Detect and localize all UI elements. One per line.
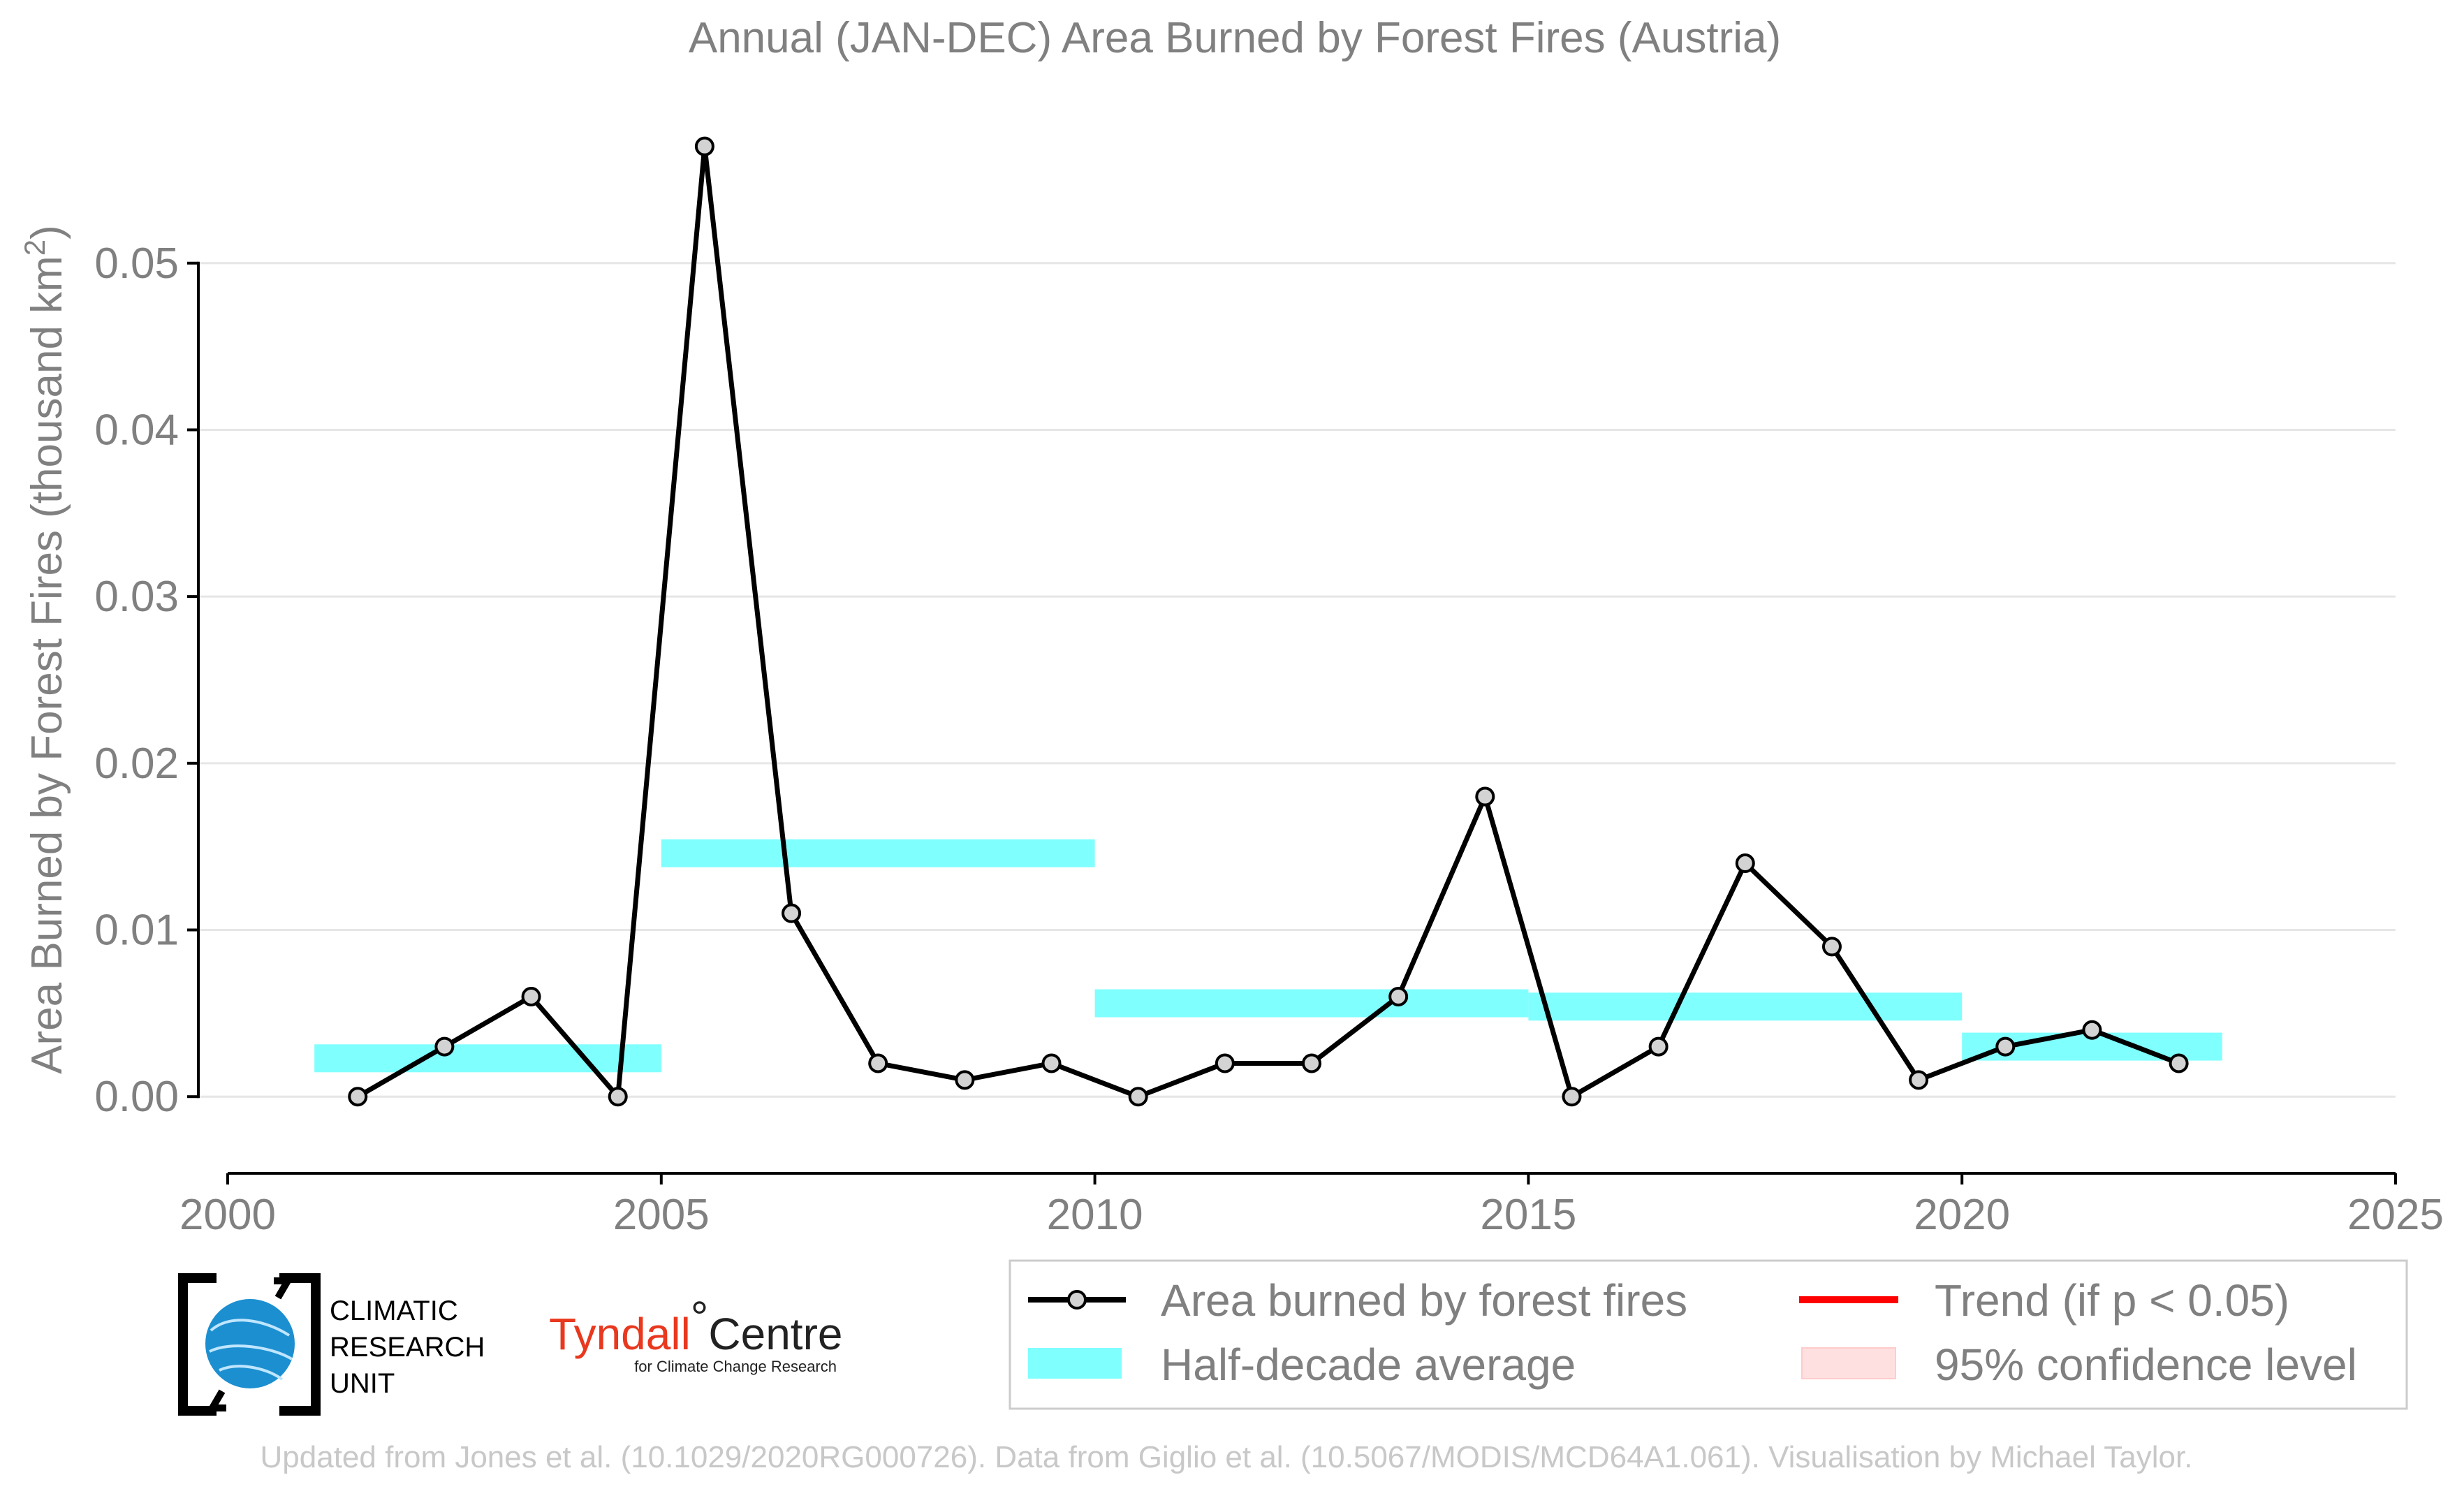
tyndall-logo: Tyndall°Centre for Climate Change Resear… [549, 1292, 842, 1375]
data-point-7 [955, 1070, 975, 1090]
data-point-19 [1995, 1036, 2016, 1057]
data-point-2 [521, 986, 541, 1006]
half-decade-bar-1 [661, 839, 1095, 867]
data-point-15 [1648, 1036, 1669, 1057]
data-point-8 [1041, 1053, 1062, 1073]
cru-logo-bracket-right [279, 1273, 321, 1416]
y-tick-label-0: 0.00 [94, 1073, 179, 1121]
legend-swatch-half-decade [1028, 1348, 1122, 1379]
data-point-16 [1735, 853, 1755, 874]
x-tick-label-3: 2015 [1480, 1191, 1576, 1239]
cru-logo-text-line-1: CLIMATIC [330, 1296, 458, 1326]
legend-label-confidence: 95% confidence level [1935, 1340, 2357, 1390]
y-axis-label-superscript: 2 [18, 240, 51, 256]
legend-label-area-burned: Area burned by forest fires [1161, 1275, 1687, 1326]
legend: Area burned by forest fires Trend (if p … [1009, 1259, 2408, 1410]
y-tick-label-5: 0.05 [94, 240, 179, 288]
y-axis-label: Area Burned by Forest Fires (thousand km… [18, 225, 71, 1074]
x-tick-label-0: 2000 [179, 1191, 276, 1239]
legend-label-trend: Trend (if p < 0.05) [1935, 1275, 2289, 1326]
half-decade-bar-3 [1528, 992, 1963, 1021]
chart-title: Annual (JAN-DEC) Area Burned by Forest F… [689, 14, 1781, 62]
y-tick-label-3: 0.03 [94, 573, 179, 621]
half-decade-bars [314, 839, 2222, 1073]
globe-icon [205, 1299, 295, 1388]
data-point-10 [1215, 1053, 1235, 1073]
legend-swatch-marker [1067, 1290, 1087, 1310]
cru-logo-slash-top [274, 1277, 294, 1300]
legend-swatch-confidence [1801, 1347, 1896, 1379]
y-tick-label-2: 0.02 [94, 740, 179, 788]
legend-box [1009, 1259, 2408, 1410]
cru-logo-text-line-2: RESEARCH [330, 1332, 485, 1363]
data-point-14 [1562, 1087, 1582, 1107]
tyndall-logo-subtitle: for Climate Change Research [634, 1358, 837, 1375]
x-tick-label-4: 2020 [1914, 1191, 2010, 1239]
y-tick-label-1: 0.01 [94, 907, 179, 955]
series-area-burned [348, 136, 2189, 1107]
data-point-3 [608, 1087, 628, 1107]
data-point-13 [1475, 786, 1495, 807]
legend-label-half-decade: Half-decade average [1161, 1340, 1576, 1390]
data-point-6 [868, 1053, 888, 1073]
data-point-9 [1128, 1087, 1148, 1107]
data-point-0 [348, 1087, 368, 1107]
cru-logo-slash-bottom [206, 1389, 226, 1411]
data-point-1 [434, 1036, 455, 1057]
data-point-12 [1388, 986, 1409, 1006]
half-decade-bar-2 [1094, 989, 1529, 1018]
data-point-4 [694, 136, 714, 156]
x-tick-label-2: 2010 [1047, 1191, 1143, 1239]
series-line-0 [356, 144, 2180, 1099]
half-decade-bar-0 [314, 1044, 661, 1073]
cru-logo-bracket-left [178, 1273, 217, 1416]
data-point-11 [1302, 1053, 1321, 1073]
grid-lines [198, 262, 2396, 1098]
axes: 0.00 0.01 0.02 0.03 0.04 0.05 2000 2005 2010 2015… [94, 240, 2444, 1239]
data-point-21 [2169, 1053, 2189, 1073]
x-tick-label-5: 2025 [2347, 1191, 2444, 1239]
data-point-17 [1821, 937, 1842, 957]
y-tick-label-4: 0.04 [94, 406, 179, 454]
data-point-18 [1909, 1070, 1929, 1090]
cru-logo: CLIMATIC RESEARCH UNIT [178, 1273, 485, 1416]
tyndall-logo-wordmark: Tyndall°Centre [549, 1292, 842, 1359]
globe-icon-swirl [209, 1319, 293, 1381]
data-point-20 [2082, 1020, 2102, 1040]
x-tick-label-1: 2005 [613, 1191, 710, 1239]
footer-credits: Updated from Jones et al. (10.1029/2020R… [261, 1440, 2193, 1474]
cru-logo-text-line-3: UNIT [330, 1368, 395, 1399]
data-point-5 [782, 903, 802, 923]
